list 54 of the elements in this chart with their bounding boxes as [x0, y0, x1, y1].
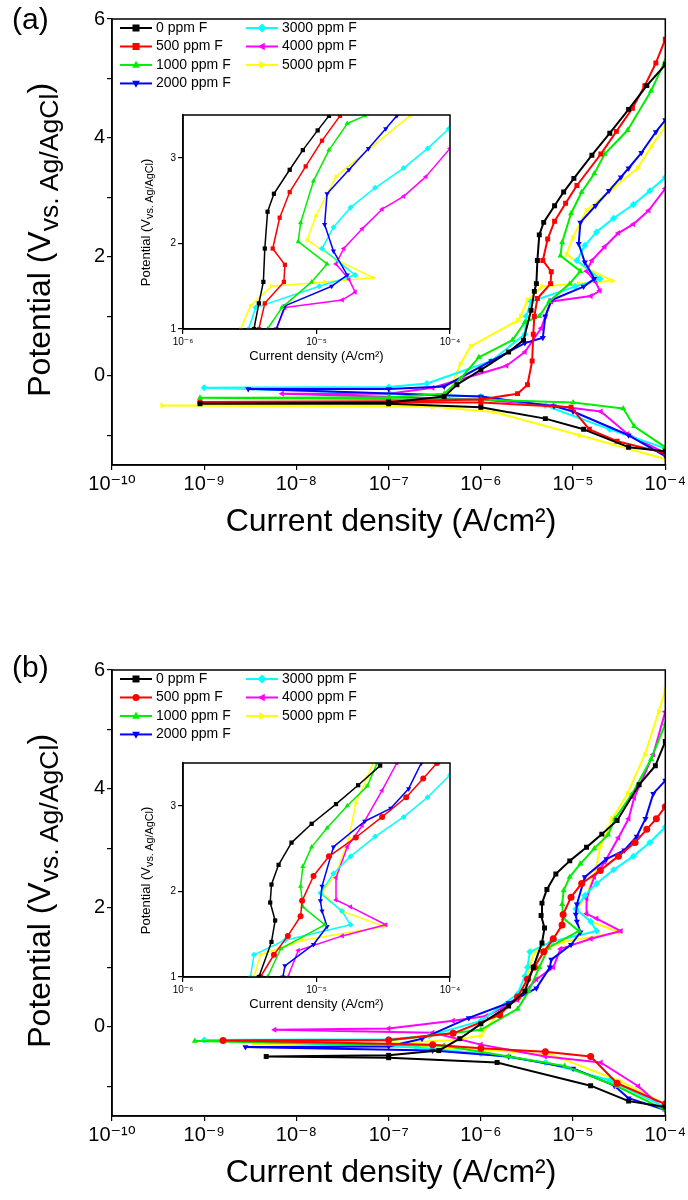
- x-tick-label: 10⁻⁶: [172, 983, 194, 995]
- x-tick-label: 10⁻⁹: [183, 471, 225, 494]
- y-tick-label: 6: [93, 657, 105, 680]
- y-tick-label: 1: [170, 322, 177, 334]
- y-tick-label: 2: [93, 895, 105, 918]
- x-tick-label: 10⁻⁶: [172, 335, 194, 347]
- legend-label: 3000 ppm F: [282, 18, 357, 35]
- legend-label: 3000 ppm F: [282, 669, 357, 686]
- legend-label: 5000 ppm F: [282, 55, 357, 72]
- x-axis-title: Current density (A/cm²): [224, 501, 558, 540]
- y-tick-label: 3: [170, 799, 177, 811]
- x-axis-title: Current density (A/cm²): [224, 1152, 558, 1191]
- x-tick-label: 10⁻⁷: [368, 471, 409, 494]
- x-tick-label: 10⁻⁸: [275, 471, 318, 494]
- y-tick-label: 0: [93, 363, 105, 386]
- legend-label: 0 ppm F: [156, 18, 208, 35]
- legend-label: 2000 ppm F: [156, 74, 231, 91]
- x-tick-label: 10⁻¹⁰: [88, 1122, 136, 1145]
- legend-label: 0 ppm F: [156, 669, 208, 686]
- x-tick-label: 10⁻¹⁰: [88, 471, 136, 494]
- x-tick-label: 10⁻⁹: [183, 1122, 225, 1145]
- y-tick-label: 4: [93, 125, 105, 148]
- x-tick-label: 10⁻⁵: [552, 471, 594, 494]
- legend-label: 1000 ppm F: [156, 706, 231, 723]
- legend-label: 2000 ppm F: [156, 725, 231, 742]
- y-tick-label: 4: [93, 776, 105, 799]
- legend-label: 500 ppm F: [156, 37, 223, 54]
- legend-label: 4000 ppm F: [282, 688, 357, 705]
- x-tick-label: 10⁻⁵: [306, 335, 327, 347]
- y-tick-label: 1: [170, 970, 177, 982]
- y-tick-label: 6: [93, 6, 105, 29]
- y-tick-label: 3: [170, 151, 177, 163]
- y-tick-label: 0: [93, 1014, 105, 1037]
- x-axis-title: Current density (A/cm²): [248, 996, 385, 1012]
- y-tick-label: 2: [170, 237, 177, 249]
- legend-label: 4000 ppm F: [282, 37, 357, 54]
- legend-label: 1000 ppm F: [156, 55, 231, 72]
- x-tick-label: 10⁻⁴: [644, 471, 686, 494]
- x-axis-title: Current density (A/cm²): [248, 348, 385, 364]
- y-tick-label: 2: [93, 244, 105, 267]
- x-tick-label: 10⁻⁵: [552, 1122, 594, 1145]
- x-tick-label: 10⁻⁴: [439, 335, 461, 347]
- x-tick-label: 10⁻⁴: [439, 983, 461, 995]
- chart-title: (a): [12, 2, 49, 35]
- legend-label: 5000 ppm F: [282, 706, 357, 723]
- x-tick-label: 10⁻⁴: [644, 1122, 686, 1145]
- x-tick-label: 10⁻⁸: [275, 1122, 318, 1145]
- x-tick-label: 10⁻⁵: [306, 983, 327, 995]
- x-tick-label: 10⁻⁶: [460, 471, 502, 494]
- x-tick-label: 10⁻⁷: [368, 1122, 409, 1145]
- y-tick-label: 2: [170, 885, 177, 897]
- chart-title: (b): [12, 650, 49, 683]
- legend-label: 500 ppm F: [156, 688, 223, 705]
- x-tick-label: 10⁻⁶: [460, 1122, 502, 1145]
